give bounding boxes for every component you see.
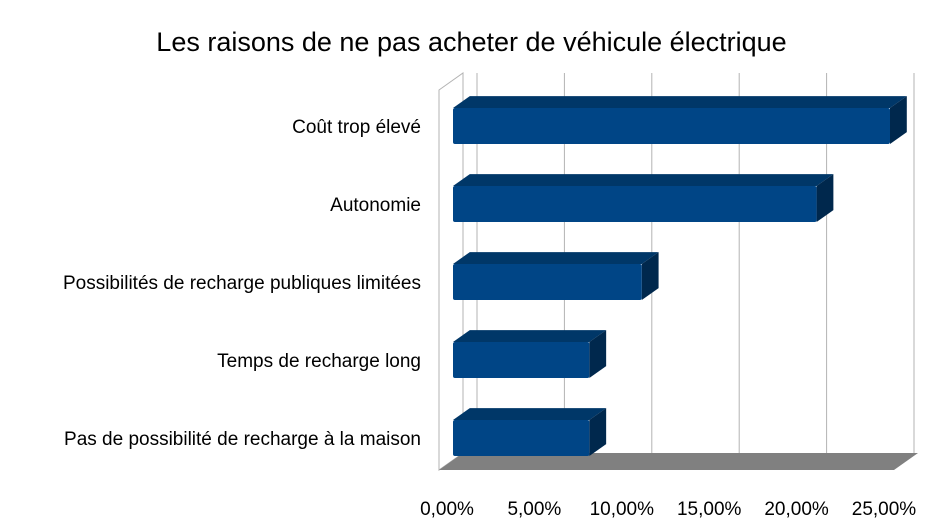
chart-floor xyxy=(439,453,918,470)
x-tick-label: 10,00% xyxy=(590,499,655,520)
x-tick-label: 20,00% xyxy=(764,499,829,520)
x-tick-label: 5,00% xyxy=(507,499,561,520)
category-label: Pas de possibilité de recharge à la mais… xyxy=(64,429,421,450)
category-label: Temps de recharge long xyxy=(217,351,421,372)
bar-side xyxy=(890,96,907,144)
bar-top xyxy=(453,330,607,342)
x-tick-label: 25,00% xyxy=(852,499,917,520)
category-label: Coût trop élevé xyxy=(292,117,421,138)
category-label: Possibilités de recharge publiques limit… xyxy=(63,273,421,294)
bars-group xyxy=(453,96,907,456)
category-labels: Coût trop élevé Autonomie Possibilités de … xyxy=(63,117,421,450)
bar-side xyxy=(816,174,834,222)
bar-top xyxy=(453,408,607,420)
bar xyxy=(453,108,890,144)
bar xyxy=(453,264,642,300)
bar xyxy=(453,342,590,378)
bar-top xyxy=(453,174,834,186)
bar xyxy=(453,186,817,222)
bar-top xyxy=(453,96,907,108)
bar-side xyxy=(641,252,659,300)
x-tick-label: 15,00% xyxy=(677,499,742,520)
x-tick-label: 0,00% xyxy=(420,499,474,520)
category-label: Autonomie xyxy=(330,195,421,216)
chart-title: Les raisons de ne pas acheter de véhicul… xyxy=(156,27,787,57)
bar-side xyxy=(589,408,607,456)
bar-top xyxy=(453,252,659,264)
bar-side xyxy=(589,330,607,378)
bar xyxy=(453,420,590,456)
x-axis-tick-labels: 0,00% 5,00% 10,00% 15,00% 20,00% 25,00% xyxy=(420,499,916,520)
